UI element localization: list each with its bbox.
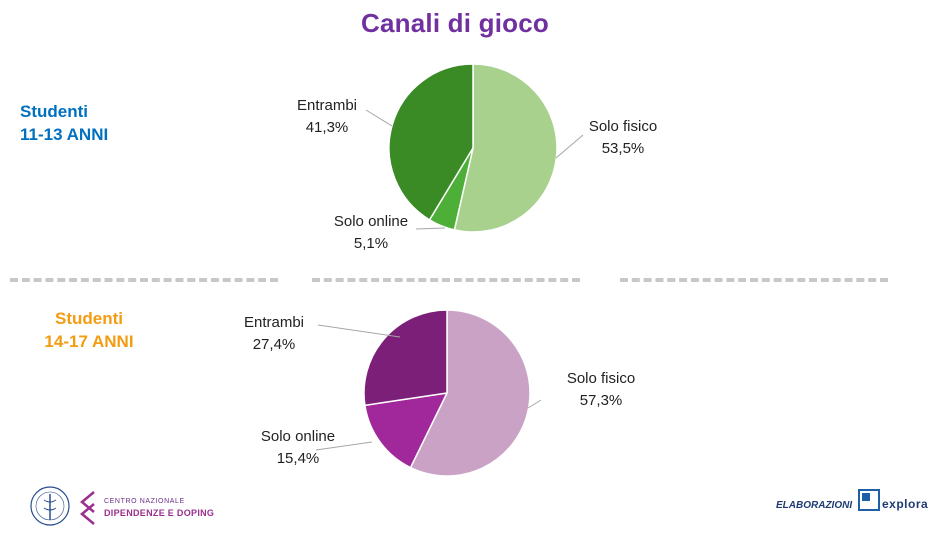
iss-seal-icon — [30, 486, 70, 526]
slice-value-label: 15,4% — [277, 450, 320, 467]
pie-chart-11-13: Solo fisico 53,5% Solo online 5,1% Entrambi 4… — [297, 63, 657, 252]
leader-line — [527, 399, 542, 409]
divider-center — [312, 278, 580, 282]
slice-category-label: Entrambi — [297, 97, 357, 114]
elaborazioni-label: ELABORAZIONI — [776, 500, 853, 511]
slice-value-label: 57,3% — [580, 392, 623, 409]
pie-slice-entrambi — [388, 63, 474, 221]
explora-logo-text: explora — [882, 497, 929, 511]
divider-right — [620, 278, 888, 282]
pie-slice-entrambi — [363, 309, 448, 407]
slice-value-label: 41,3% — [306, 119, 349, 136]
group-label-line2: 11-13 ANNI — [20, 125, 109, 144]
chart-title: Canali di gioco — [361, 8, 549, 38]
slice-value-label: 27,4% — [253, 336, 296, 353]
logo-caption-main: DIPENDENZE E DOPING — [104, 508, 215, 518]
leader-line — [315, 441, 373, 451]
leader-line — [415, 227, 446, 230]
pie-chart-14-17: Solo fisico 57,3% Solo online 15,4% Entrambi… — [244, 309, 635, 477]
pie-slice-solo-fisico — [409, 309, 531, 477]
explora-logo-icon — [858, 489, 880, 511]
slice-category-label: Solo fisico — [567, 370, 635, 387]
slice-value-label: 53,5% — [602, 140, 645, 157]
group-label-line1: Studenti — [20, 102, 88, 121]
slice-category-label: Solo online — [261, 428, 335, 445]
group-label-line1: Studenti — [55, 309, 123, 328]
group-label-11-13: Studenti 11-13 ANNI — [20, 100, 108, 146]
group-label-14-17: Studenti 14-17 ANNI — [30, 307, 148, 353]
slice-category-label: Solo fisico — [589, 118, 657, 135]
leader-line — [317, 324, 401, 338]
leader-line — [365, 109, 393, 127]
iss-logo — [28, 484, 228, 528]
slice-value-label: 5,1% — [354, 235, 388, 252]
group-label-line2: 14-17 ANNI — [44, 332, 134, 351]
cnd-mark-icon — [80, 491, 95, 525]
logo-caption-small: CENTRO NAZIONALE — [104, 498, 185, 505]
slice-category-label: Entrambi — [244, 314, 304, 331]
leader-line — [555, 134, 584, 159]
divider-left — [10, 278, 278, 282]
pie-slice-solo-online — [364, 392, 449, 469]
slice-category-label: Solo online — [334, 213, 408, 230]
